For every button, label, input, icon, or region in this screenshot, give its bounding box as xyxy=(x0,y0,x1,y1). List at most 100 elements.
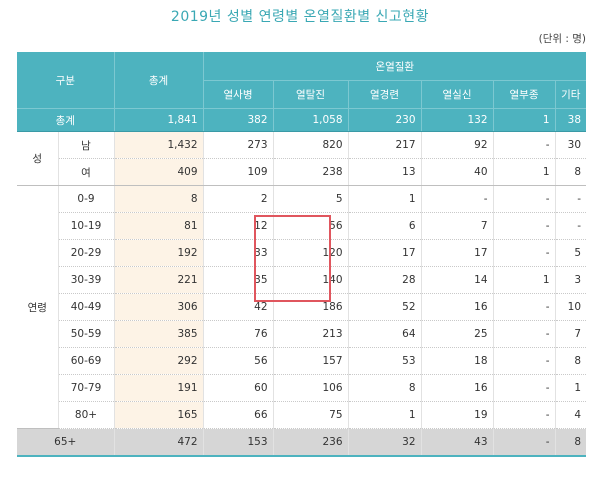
header-total: 총계 xyxy=(113,52,204,109)
table-row: 여 409 109 238 13 40 1 8 xyxy=(17,158,587,186)
cell: - xyxy=(492,320,556,348)
header-subrow: 열사병 열탈진 열경련 열실신 열부종 기타 xyxy=(17,80,587,109)
cell: 8 xyxy=(347,374,422,402)
cell: - xyxy=(492,401,556,429)
table-row: 80+ 165 66 75 1 19-4 xyxy=(17,401,587,429)
cell-total: 81 xyxy=(113,212,204,240)
cell: 217 xyxy=(347,131,422,159)
cell: 6 xyxy=(347,212,422,240)
cell: 92 xyxy=(420,131,494,159)
row-label: 40-49 xyxy=(58,293,115,321)
cell-total: 191 xyxy=(113,374,204,402)
cell: 25 xyxy=(420,320,494,348)
cell: 76 xyxy=(202,320,274,348)
table-row: 10-19 81 12 56 6 7- - xyxy=(17,212,587,240)
cell: 1 xyxy=(492,266,556,294)
cell: 153 xyxy=(202,428,274,457)
cell: 157 xyxy=(272,347,349,375)
cell: 33 xyxy=(202,239,274,267)
cell: 382 xyxy=(202,108,274,132)
table-row: 성 남 1,432 273 820 217 92-30 xyxy=(17,131,587,186)
cell: - xyxy=(554,212,587,240)
cell: 16 xyxy=(420,374,494,402)
row-group-label: 성 xyxy=(17,131,59,186)
cell: 17 xyxy=(347,239,422,267)
cell: 18 xyxy=(420,347,494,375)
cell: 35 xyxy=(202,266,274,294)
cell-total: 192 xyxy=(113,239,204,267)
cell-total: 409 xyxy=(113,158,204,186)
table-row: 20-29 192 33 120 17 17-5 xyxy=(17,239,587,267)
row-group-label: 연령 xyxy=(17,185,59,429)
cell: 120 xyxy=(272,239,349,267)
unit-label: (단위 : 명) xyxy=(538,33,586,45)
cell-total: 472 xyxy=(113,428,204,457)
cell: - xyxy=(492,239,556,267)
row-label: 65+ xyxy=(17,428,115,457)
cell: 8 xyxy=(554,347,587,375)
table-row: 40-49 306 42 186 52 16-10 xyxy=(17,293,587,321)
header-disease: 열부종 xyxy=(492,80,556,109)
cell: 12 xyxy=(202,212,274,240)
cell: - xyxy=(492,131,556,159)
cell: - xyxy=(492,212,556,240)
cell: 56 xyxy=(202,347,274,375)
cell: 106 xyxy=(272,374,349,402)
cell: 66 xyxy=(202,401,274,429)
row-label: 60-69 xyxy=(58,347,115,375)
cell: 14 xyxy=(420,266,494,294)
cell: 140 xyxy=(272,266,349,294)
cell: 5 xyxy=(272,185,349,213)
table-row: 30-39 221 35 140 28 14 1 3 xyxy=(17,266,587,294)
cell-total: 1,841 xyxy=(113,108,204,132)
cell: 42 xyxy=(202,293,274,321)
cell-total: 165 xyxy=(113,401,204,429)
cell: 30 xyxy=(554,131,587,159)
cell: 17 xyxy=(420,239,494,267)
cell: 1 xyxy=(554,374,587,402)
cell-total: 221 xyxy=(113,266,204,294)
header-disease: 기타 xyxy=(554,80,587,109)
cell: 132 xyxy=(420,108,494,132)
cell: - xyxy=(420,185,494,213)
cell-total: 1,432 xyxy=(113,131,204,159)
cell: 4 xyxy=(554,401,587,429)
row-label: 30-39 xyxy=(58,266,115,294)
row-label: 남 xyxy=(57,131,115,159)
table-row: 65+ 472 153 236 32 43-8 xyxy=(17,428,587,457)
cell: 3 xyxy=(554,266,587,294)
table-row: 50-59 385 76 213 64 25-7 xyxy=(17,320,587,348)
header-disease-group: 온열질환 xyxy=(202,52,587,81)
cell: 109 xyxy=(202,158,274,186)
cell-total: 8 xyxy=(113,185,204,213)
header-disease: 열경련 xyxy=(347,80,422,109)
row-label: 70-79 xyxy=(58,374,115,402)
cell: 1,058 xyxy=(272,108,349,132)
cell: 19 xyxy=(420,401,494,429)
cell: 8 xyxy=(554,158,587,186)
cell: 7 xyxy=(420,212,494,240)
cell: 1 xyxy=(492,108,556,132)
cell: 52 xyxy=(347,293,422,321)
cell: 13 xyxy=(347,158,422,186)
table-row: 연령 0-9 8 2 5 1- - - xyxy=(17,185,587,429)
cell: 40 xyxy=(420,158,494,186)
row-label: 80+ xyxy=(58,401,115,429)
cell: 7 xyxy=(554,320,587,348)
cell: 60 xyxy=(202,374,274,402)
row-label: 여 xyxy=(58,158,115,186)
cell: 8 xyxy=(554,428,587,457)
cell: 32 xyxy=(347,428,422,457)
cell: 5 xyxy=(554,239,587,267)
cell-total: 292 xyxy=(113,347,204,375)
cell: 1 xyxy=(347,401,422,429)
header-disease: 열탈진 xyxy=(272,80,349,109)
cell-total: 306 xyxy=(113,293,204,321)
cell: 38 xyxy=(554,108,587,132)
cell: 28 xyxy=(347,266,422,294)
cell: - xyxy=(492,428,556,457)
total-row: 총계 1,841 382 1,058 230 132 1 38 xyxy=(17,108,587,132)
cell-total: 385 xyxy=(113,320,204,348)
cell: 238 xyxy=(272,158,349,186)
cell: 56 xyxy=(272,212,349,240)
